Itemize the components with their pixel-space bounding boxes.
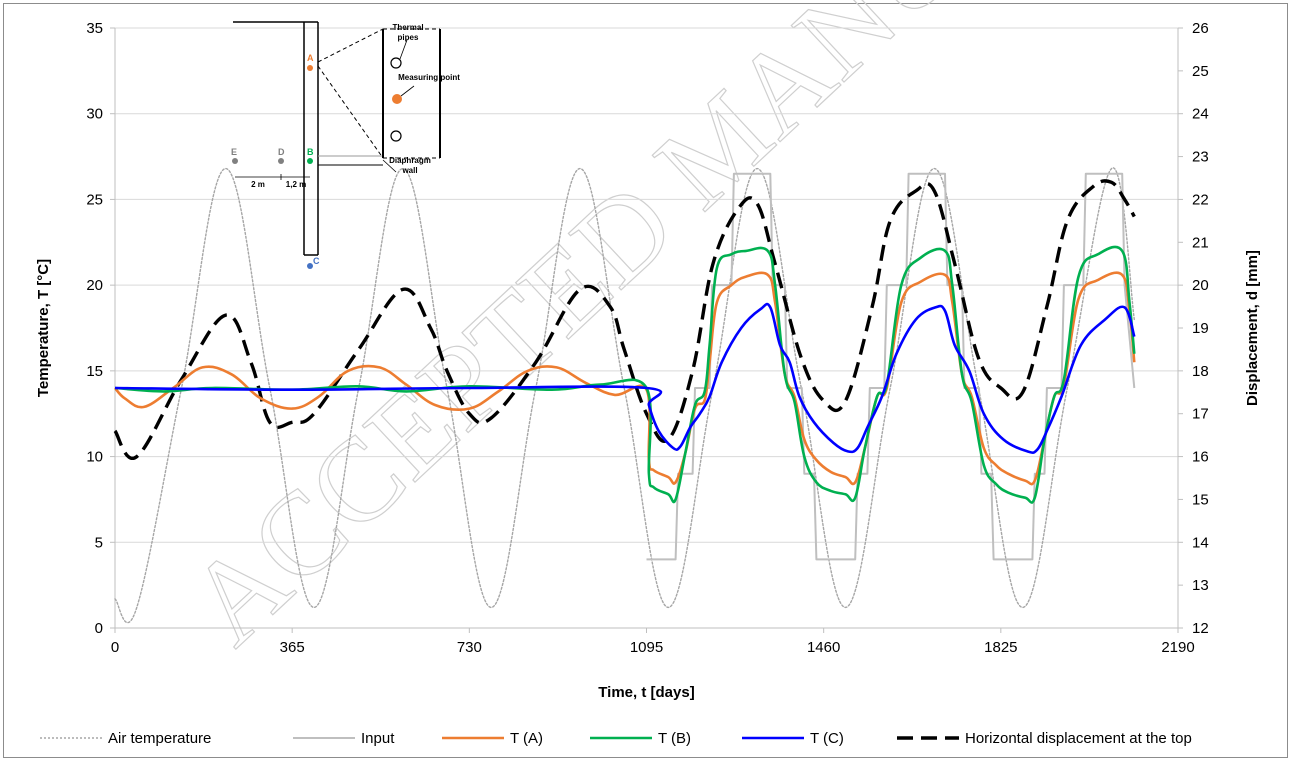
- axes: 0 365 730 1095 1460 1825 219005101520253035121…: [35, 20, 1261, 701]
- y-right-tick-label: 26: [1192, 20, 1209, 37]
- y-right-tick-label: 22: [1192, 191, 1209, 208]
- y-right-tick-label: 19: [1192, 320, 1209, 337]
- series-line-t-c: [114, 302, 1136, 454]
- inset-pipe-lower: [390, 130, 402, 142]
- inset-pipe-upper: [390, 57, 402, 69]
- inset-label-thermal-pipes: Thermal pipes: [392, 23, 423, 42]
- inset-letter-D: D: [278, 147, 285, 157]
- legend-label: T (C): [810, 730, 844, 747]
- y-right-tick-label: 15: [1192, 491, 1209, 508]
- inset-zoom-line-top: [317, 28, 384, 63]
- y-left-tick-label: 5: [95, 534, 103, 551]
- chart-frame: [3, 3, 1288, 758]
- inset-zoom-line-bottom: [317, 65, 384, 159]
- series-line-t-a: [113, 271, 1136, 486]
- inset-point-C: [307, 263, 313, 269]
- y-left-tick-label: 20: [86, 277, 103, 294]
- y-right-tick-label: 18: [1192, 363, 1209, 380]
- x-tick-label: 0: [111, 639, 119, 656]
- series-line-input: [646, 172, 1136, 561]
- inset-dimension-2m: 2 m: [251, 180, 265, 189]
- inset-pointer-pipes: [399, 39, 408, 60]
- inset-point-D: [278, 158, 284, 164]
- y-right-tick-label: 25: [1192, 63, 1209, 80]
- y-right-tick-label: 17: [1192, 406, 1209, 423]
- y-right-tick-label: 23: [1192, 149, 1209, 166]
- y-left-tick-label: 0: [95, 620, 103, 637]
- gridlines: [115, 27, 1178, 543]
- x-tick-label: 730: [457, 639, 482, 656]
- inset-letter-A: A: [307, 53, 314, 63]
- y-left-tick-label: 10: [86, 449, 103, 466]
- x-tick-label: 1095: [630, 639, 663, 656]
- inset-pointer-measuring: [400, 85, 415, 97]
- inset-letter-C: C: [313, 256, 320, 266]
- y-right-tick-label: 12: [1192, 620, 1209, 637]
- y-axis-right-title: Displacement, d [mm]: [1244, 250, 1261, 406]
- inset-dimension-1-2m: 1,2 m: [286, 180, 306, 189]
- watermark: ACCEPTED MANUSCRIPT: [163, 0, 1277, 670]
- x-tick-label: 365: [280, 639, 305, 656]
- inset-pointer-wall: [382, 159, 397, 173]
- y-left-tick-label: 15: [86, 363, 103, 380]
- inset-point-E: [232, 158, 238, 164]
- x-tick-label: 1460: [807, 639, 840, 656]
- y-axis-left-title: Temperature, T [°C]: [35, 259, 52, 397]
- y-left-tick-label: 25: [86, 191, 103, 208]
- y-right-tick-label: 16: [1192, 449, 1209, 466]
- inset-label-diaphragm-wall: Diaphragm wall: [389, 156, 431, 175]
- y-right-tick-label: 14: [1192, 534, 1209, 551]
- legend-label: Horizontal displacement at the top: [965, 730, 1192, 747]
- y-right-tick-label: 21: [1192, 234, 1209, 251]
- inset-schematic: Thermal pipes Measuring point Diaphragm wa…: [231, 21, 460, 269]
- y-right-tick-label: 13: [1192, 577, 1209, 594]
- y-right-tick-label: 20: [1192, 277, 1209, 294]
- x-tick-label: 1825: [984, 639, 1017, 656]
- series-group: [113, 167, 1136, 624]
- inset-point-B: [307, 158, 313, 164]
- legend-label: T (A): [510, 730, 543, 747]
- svg-text:ACCEPTED MANUSCRIPT: ACCEPTED MANUSCRIPT: [163, 0, 1276, 669]
- inset-point-A: [307, 65, 313, 71]
- y-right-tick-label: 24: [1192, 106, 1209, 123]
- series-line-horizontal-displacement-at-the-top: [113, 179, 1136, 461]
- inset-label-measuring-point: Measuring point: [398, 73, 460, 82]
- legend-label: Air temperature: [108, 730, 211, 747]
- legend-label: T (B): [658, 730, 691, 747]
- x-axis-title: Time, t [days]: [598, 684, 694, 701]
- y-left-tick-label: 30: [86, 106, 103, 123]
- legend-label: Input: [361, 730, 395, 747]
- inset-letter-E: E: [231, 147, 237, 157]
- inset-letter-B: B: [307, 147, 314, 157]
- legend: Air temperature Input T (A) T (B) T (C) Horiz…: [40, 730, 1192, 747]
- series-line-t-b: [114, 245, 1136, 504]
- y-left-tick-label: 35: [86, 20, 103, 37]
- inset-measuring-point: [392, 94, 402, 104]
- x-tick-label: 2190: [1161, 639, 1194, 656]
